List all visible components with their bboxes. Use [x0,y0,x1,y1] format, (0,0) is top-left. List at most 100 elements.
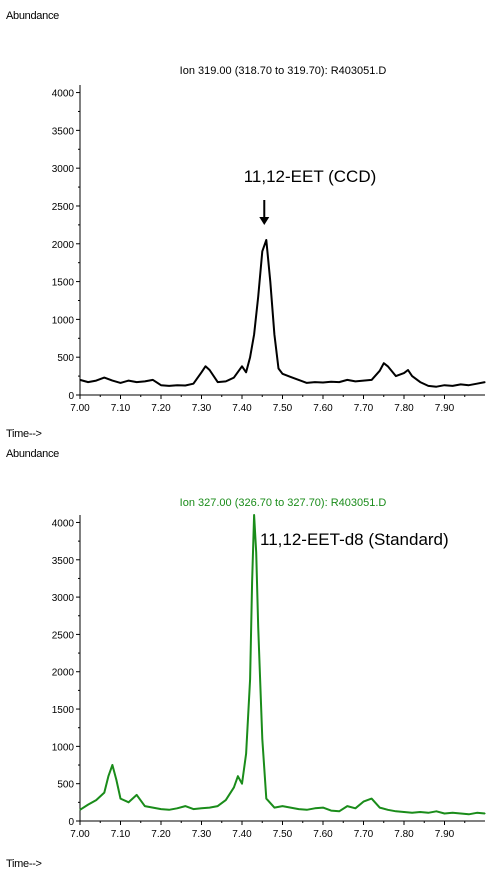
data-point [468,813,470,815]
data-point [460,383,462,385]
data-point [95,380,97,382]
data-point [233,786,235,788]
data-point [115,779,117,781]
x-tick-label: 7.80 [394,829,414,840]
data-point [261,250,263,252]
chart-title: Ion 327.00 (326.70 to 327.70): R403051.D [180,497,387,509]
series-line [79,239,486,388]
data-point [387,809,389,811]
data-point [257,626,259,628]
data-point [152,379,154,381]
chart-title: Ion 319.00 (318.70 to 319.70): R403051.D [180,65,387,77]
x-axis-label: Time--> [6,858,42,870]
data-point [237,775,239,777]
data-point [371,379,373,381]
data-point [452,385,454,387]
y-axis-label: Abundance [6,10,59,22]
data-point [484,381,486,383]
x-tick-label: 7.00 [70,403,90,414]
data-point [354,380,356,382]
data-point [298,379,300,381]
data-point [192,383,194,385]
data-point [411,375,413,377]
data-point [253,514,255,516]
x-tick-label: 7.50 [273,829,293,840]
y-tick-label: 1000 [52,315,75,326]
data-point [225,799,227,801]
data-point [168,385,170,387]
peak-arrow-head [259,217,270,225]
y-tick-label: 3500 [52,126,75,137]
y-tick-label: 4000 [52,89,75,100]
peak-annotation: 11,12-EET (CCD) [244,167,377,186]
x-tick-label: 7.70 [354,403,374,414]
data-point [306,382,308,384]
data-point [233,377,235,379]
x-tick-label: 7.20 [151,829,171,840]
data-point [403,811,405,813]
data-point [251,581,253,583]
data-point [395,375,397,377]
data-point [330,381,332,383]
data-point [407,369,409,371]
data-point [411,812,413,814]
x-tick-label: 7.90 [435,829,455,840]
data-point [322,807,324,809]
data-point [338,810,340,812]
data-point [290,807,292,809]
data-point [290,376,292,378]
data-point [484,812,486,815]
data-point [253,333,255,336]
data-point [379,370,381,372]
y-tick-label: 2500 [52,630,75,641]
data-point [160,384,162,386]
data-point [314,807,316,809]
y-tick-label: 1000 [52,742,75,753]
x-tick-label: 7.30 [192,829,212,840]
data-point [298,808,300,810]
data-point [362,801,365,803]
data-point [225,380,227,382]
data-point [452,812,454,814]
y-tick-label: 2000 [52,240,75,251]
data-point [184,805,186,807]
data-point [200,371,203,373]
data-point [257,296,259,298]
data-point [427,385,429,387]
data-point [200,807,203,809]
data-point [128,380,130,382]
data-point [346,379,348,381]
y-tick-label: 3000 [52,593,75,604]
data-point [362,380,365,382]
data-point [281,805,284,807]
data-point [403,372,405,374]
data-point [443,812,446,815]
x-tick-label: 7.60 [313,829,333,840]
data-point [306,809,308,811]
data-point [144,805,146,807]
data-point [476,812,478,814]
data-point [107,775,109,777]
data-point [338,381,340,383]
data-point [261,738,263,740]
x-tick-label: 7.50 [273,403,293,414]
data-point [245,753,247,755]
chromatogram-chart-top: Ion 319.00 (318.70 to 319.70): R403051.D… [52,65,486,414]
chromatogram-panel-bottom: Abundance Time--> Ion 327.00 (326.70 to … [0,437,487,874]
data-point [383,362,385,364]
data-point [255,551,257,553]
x-tick-label: 7.40 [232,829,252,840]
y-tick-label: 500 [57,780,74,791]
data-point [476,383,478,385]
series-line [79,514,486,816]
data-point [241,783,243,785]
data-point [269,281,271,283]
data-point [419,381,421,383]
x-tick-label: 7.40 [232,403,252,414]
y-tick-label: 3500 [52,556,75,567]
x-tick-label: 7.80 [394,403,414,414]
data-point [245,371,247,373]
x-tick-label: 7.90 [435,403,455,414]
x-tick-label: 7.60 [313,403,333,414]
data-point [217,805,219,807]
